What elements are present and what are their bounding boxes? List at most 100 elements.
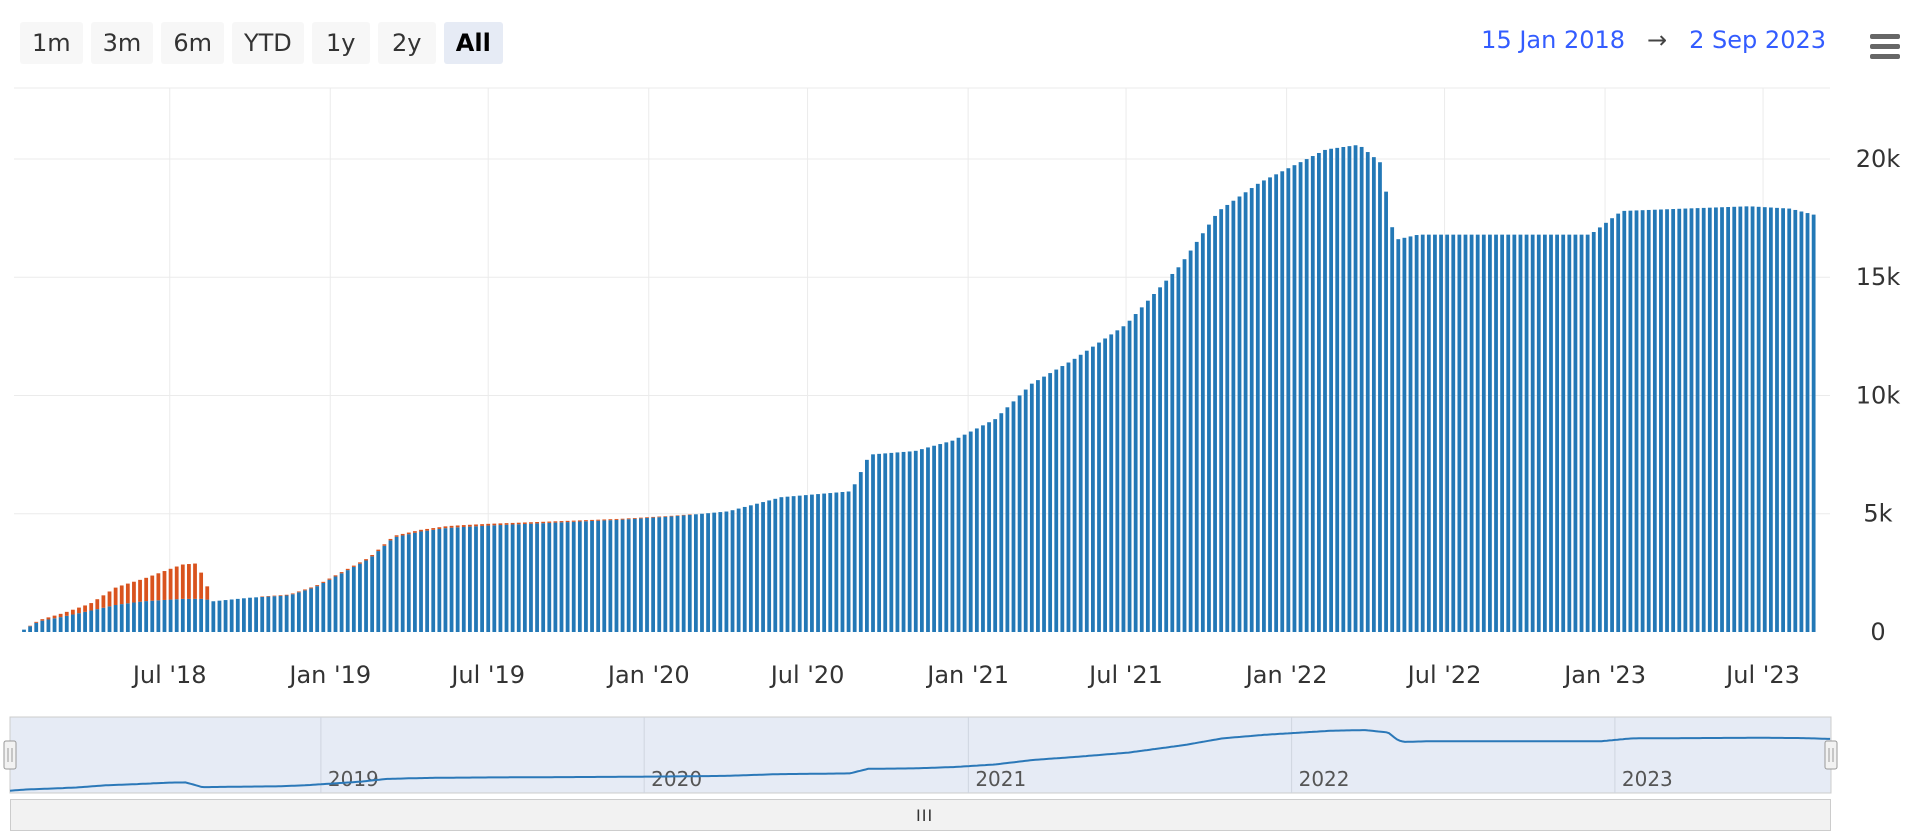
bar-primary[interactable]	[1506, 234, 1511, 632]
bar-primary[interactable]	[1689, 208, 1694, 632]
bar-primary[interactable]	[742, 506, 747, 632]
bar-primary[interactable]	[681, 515, 686, 632]
bar-primary[interactable]	[767, 500, 772, 632]
bar-primary[interactable]	[785, 496, 790, 632]
bar-primary[interactable]	[1078, 354, 1083, 632]
bar-primary[interactable]	[1262, 180, 1266, 632]
bar-primary[interactable]	[803, 495, 808, 632]
bar-primary[interactable]	[1231, 200, 1236, 632]
bar-primary[interactable]	[138, 601, 142, 632]
bar-primary[interactable]	[1787, 208, 1792, 633]
bar-secondary[interactable]	[113, 587, 118, 605]
bar-secondary[interactable]	[180, 564, 185, 599]
bar-primary[interactable]	[333, 576, 338, 632]
bar-primary[interactable]	[309, 588, 313, 632]
bar-primary[interactable]	[40, 620, 45, 632]
bar-primary[interactable]	[174, 599, 179, 632]
bar-secondary[interactable]	[138, 579, 142, 602]
bar-primary[interactable]	[461, 526, 466, 632]
bar-primary[interactable]	[706, 513, 710, 632]
bar-primary[interactable]	[553, 522, 558, 632]
bar-primary[interactable]	[1347, 146, 1352, 632]
bar-secondary[interactable]	[657, 516, 662, 518]
bar-primary[interactable]	[1439, 234, 1443, 632]
bar-primary[interactable]	[1280, 171, 1285, 632]
bar-primary[interactable]	[858, 472, 863, 632]
bar-primary[interactable]	[1268, 177, 1272, 633]
bar-primary[interactable]	[1359, 146, 1364, 633]
bar-secondary[interactable]	[400, 533, 405, 536]
bar-secondary[interactable]	[187, 564, 191, 599]
bar-primary[interactable]	[248, 597, 252, 632]
bar-primary[interactable]	[1805, 213, 1810, 633]
bar-primary[interactable]	[1298, 162, 1303, 632]
bar-primary[interactable]	[865, 459, 869, 632]
bar-secondary[interactable]	[266, 596, 271, 597]
bar-primary[interactable]	[571, 521, 576, 632]
bar-primary[interactable]	[1555, 234, 1559, 632]
bar-primary[interactable]	[498, 525, 503, 632]
navigator[interactable]: 2019 2020 2021 2022 2023	[3, 716, 1838, 794]
bar-primary[interactable]	[1200, 233, 1205, 632]
bar-primary[interactable]	[1536, 234, 1541, 632]
bar-secondary[interactable]	[83, 605, 87, 612]
bar-secondary[interactable]	[364, 559, 368, 561]
bar-primary[interactable]	[584, 521, 588, 632]
bar-primary[interactable]	[1145, 300, 1150, 632]
bar-primary[interactable]	[901, 451, 906, 632]
bar-primary[interactable]	[156, 600, 161, 632]
bar-primary[interactable]	[1371, 157, 1376, 632]
bar-primary[interactable]	[150, 600, 155, 632]
bar-primary[interactable]	[1420, 234, 1425, 632]
bar-secondary[interactable]	[620, 518, 625, 520]
bar-secondary[interactable]	[437, 527, 442, 529]
bar-secondary[interactable]	[89, 603, 94, 611]
bar-primary[interactable]	[278, 595, 283, 632]
bar-primary[interactable]	[791, 496, 796, 632]
bar-primary[interactable]	[83, 611, 87, 632]
bar-primary[interactable]	[1720, 207, 1724, 632]
bar-secondary[interactable]	[449, 525, 454, 528]
bar-primary[interactable]	[1127, 320, 1132, 632]
bar-primary[interactable]	[1133, 314, 1138, 632]
bar-primary[interactable]	[639, 518, 643, 632]
bar-secondary[interactable]	[58, 613, 63, 618]
bar-secondary[interactable]	[303, 589, 307, 591]
bar-primary[interactable]	[626, 519, 631, 632]
bar-primary[interactable]	[1488, 234, 1492, 632]
navigator-handle-left[interactable]	[3, 740, 17, 770]
bar-secondary[interactable]	[370, 554, 375, 557]
bar-primary[interactable]	[437, 528, 442, 632]
bar-primary[interactable]	[168, 599, 173, 632]
bar-primary[interactable]	[406, 534, 411, 632]
range-ytd-button[interactable]: YTD	[231, 22, 304, 64]
bar-secondary[interactable]	[101, 595, 106, 608]
bar-secondary[interactable]	[486, 523, 491, 526]
bar-primary[interactable]	[1084, 350, 1089, 632]
bar-primary[interactable]	[1738, 206, 1743, 632]
bar-primary[interactable]	[327, 579, 332, 632]
bar-primary[interactable]	[1341, 147, 1346, 632]
bar-primary[interactable]	[1164, 280, 1169, 632]
bar-primary[interactable]	[388, 540, 393, 632]
bar-primary[interactable]	[1573, 234, 1578, 632]
bar-primary[interactable]	[1597, 227, 1602, 632]
bar-primary[interactable]	[1402, 237, 1407, 632]
bar-primary[interactable]	[522, 523, 527, 632]
bar-secondary[interactable]	[46, 617, 51, 620]
bar-series[interactable]	[22, 145, 1816, 633]
bar-primary[interactable]	[1213, 215, 1217, 632]
bar-primary[interactable]	[1756, 206, 1761, 632]
bar-primary[interactable]	[1091, 346, 1095, 632]
bar-primary[interactable]	[119, 604, 124, 632]
bar-primary[interactable]	[1793, 209, 1798, 632]
bar-primary[interactable]	[144, 601, 149, 632]
bar-primary[interactable]	[724, 511, 729, 632]
bar-primary[interactable]	[1378, 162, 1382, 632]
bar-primary[interactable]	[1530, 234, 1535, 632]
scrollbar[interactable]: III	[10, 799, 1831, 831]
bar-primary[interactable]	[22, 629, 26, 632]
bar-secondary[interactable]	[510, 522, 515, 525]
bar-primary[interactable]	[895, 452, 900, 632]
date-from-input[interactable]: 15 Jan 2018	[1481, 26, 1626, 54]
